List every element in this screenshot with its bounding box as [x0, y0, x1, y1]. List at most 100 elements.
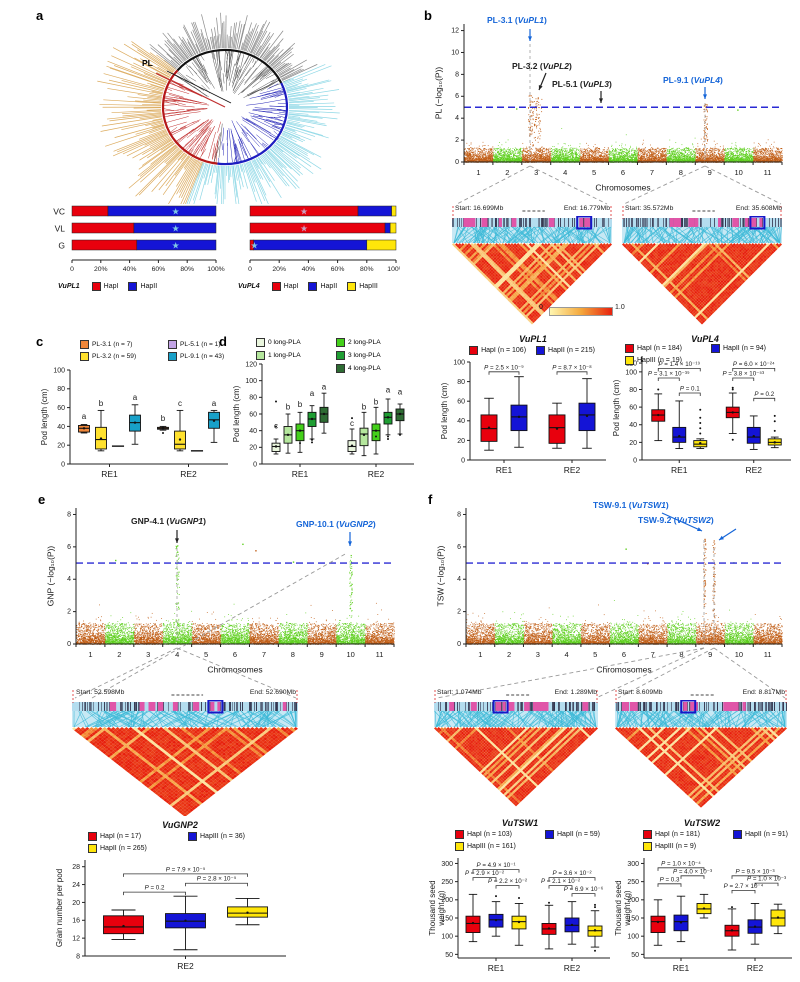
svg-text:100: 100	[625, 369, 637, 376]
vupl1-gene-label: VuPL1	[58, 283, 80, 290]
legend-swatch	[256, 338, 265, 347]
legend-item: 1 long-PLA	[256, 351, 301, 360]
svg-text:80%: 80%	[360, 266, 374, 273]
svg-text:weight (g): weight (g)	[437, 890, 446, 926]
svg-text:P = 2.9 × 10⁻²: P = 2.9 × 10⁻²	[465, 870, 504, 877]
ld-end-label: End: 52.690Mb	[249, 689, 296, 696]
ld-end-label: End: 35.608Mb	[735, 205, 782, 212]
svg-text:12: 12	[72, 936, 80, 943]
legend-swatch	[128, 282, 138, 291]
svg-text:16: 16	[72, 918, 80, 925]
annotation-pl-5-1: PL-5.1 (VuPL3)	[552, 79, 612, 89]
legend-label: HapI (n = 106)	[481, 347, 527, 354]
annotation-gnp-4-1: GNP-4.1 (VuGNP1)	[131, 516, 206, 526]
haplotype-stacked-bars: ★ VC ★ VL ★ G 0 20% 40% 60% 80% 100% ★ ★ ★ 0 20% 40% 60% 80…	[53, 205, 400, 273]
svg-text:60: 60	[457, 399, 465, 406]
legend-swatch	[336, 351, 345, 360]
legend-label: HapIII (n = 19)	[637, 357, 682, 364]
svg-text:60%: 60%	[152, 266, 166, 273]
vupl1-box-legend: HapI (n = 106) HapII (n = 215)	[452, 346, 612, 355]
svg-text:Thousand seed: Thousand seed	[428, 880, 437, 935]
svg-text:a: a	[398, 387, 403, 396]
legend-item: HapII	[308, 282, 337, 291]
svg-text:80: 80	[457, 379, 465, 386]
legend-label: HapII (n = 94)	[723, 345, 766, 352]
legend-swatch	[168, 340, 177, 349]
annotation-pl-3-2: PL-3.2 (VuPL2)	[512, 61, 572, 71]
svg-text:80: 80	[249, 395, 257, 402]
legend-swatch	[625, 356, 634, 365]
legend-item: HapIII (n = 19)	[625, 356, 703, 365]
svg-text:RE2: RE2	[180, 469, 197, 479]
legend-swatch	[469, 346, 479, 355]
vugnp2-boxplot: 8 12 16 20 24 28 RE2 P = 0.2 P = 2.8 × 10⁻⁵ P = 7…	[55, 860, 286, 971]
legend-item: HapI	[91, 282, 119, 291]
phylogenetic-tree	[60, 12, 390, 204]
legend-item: 4 long-PLA	[336, 364, 381, 373]
legend-swatch	[455, 842, 464, 851]
legend-label: PL-9.1 (n = 43)	[180, 353, 225, 360]
svg-text:Pod length (cm): Pod length (cm)	[612, 379, 621, 436]
svg-text:RE1: RE1	[673, 963, 690, 973]
legend-item: 2 long-PLA	[336, 338, 381, 347]
svg-text:a: a	[82, 412, 87, 421]
svg-text:RE2: RE2	[177, 961, 194, 971]
svg-text:28: 28	[72, 864, 80, 871]
ld-heatmap-vupl4	[622, 216, 782, 336]
legend-label: HapI	[103, 283, 119, 290]
svg-text:VL: VL	[55, 224, 66, 234]
legend-item: PL-3.2 (n = 59)	[80, 352, 160, 361]
svg-text:G: G	[58, 241, 65, 251]
svg-text:50: 50	[445, 952, 453, 959]
svg-text:250: 250	[441, 879, 453, 886]
svg-text:P = 1.0 × 10⁻³: P = 1.0 × 10⁻³	[747, 876, 786, 883]
vutsw2-box-title: VuTSW2	[683, 818, 721, 828]
vupl1-hap-legend: HapI HapII	[91, 282, 157, 291]
panel-c-label: c	[36, 334, 44, 349]
svg-text:c: c	[350, 419, 354, 428]
legend-item: PL-5.1 (n = 1)	[168, 340, 248, 349]
legend-label: HapIII (n = 9)	[655, 843, 697, 850]
annotation-tsw-9-2: TSW-9.2 (VuTSW2)	[638, 515, 714, 525]
vupl4-boxplot: 020406080100110RE1P = 1.4 × 10⁻¹⁹P = 3.1…	[612, 356, 791, 475]
annotation-gnp-10-1: GNP-10.1 (VuGNP2)	[296, 519, 376, 529]
legend-label: 4 long-PLA	[348, 365, 381, 372]
svg-text:a: a	[212, 399, 217, 408]
svg-text:100: 100	[441, 934, 453, 941]
legend-swatch	[91, 282, 101, 291]
svg-text:40: 40	[57, 424, 65, 431]
legend-swatch	[308, 282, 318, 291]
svg-text:weight (g): weight (g)	[623, 890, 632, 926]
svg-text:20%: 20%	[272, 266, 286, 273]
legend-item: HapIII (n = 161)	[455, 842, 537, 851]
svg-text:P = 4.0 × 10⁻³: P = 4.0 × 10⁻³	[673, 868, 712, 875]
legend-label: HapII	[320, 283, 338, 290]
svg-text:120: 120	[245, 361, 257, 368]
svg-text:40%: 40%	[123, 266, 137, 273]
legend-item: HapIII	[347, 282, 378, 291]
svg-text:100: 100	[627, 934, 639, 941]
pl-manhattan-plot	[430, 14, 790, 202]
svg-text:80: 80	[57, 386, 65, 393]
svg-text:P = 0.2: P = 0.2	[754, 391, 774, 398]
legend-swatch	[188, 832, 197, 841]
svg-text:b: b	[298, 400, 303, 409]
ld-start-label: Start: 52.598Mb	[76, 689, 125, 696]
vupl4-box-title: VuPL4	[691, 334, 719, 344]
svg-text:P = 3.6 × 10⁻²: P = 3.6 × 10⁻²	[552, 870, 591, 877]
svg-text:b: b	[161, 414, 166, 423]
legend-item: HapI (n = 103)	[455, 830, 537, 839]
svg-text:P = 0.3: P = 0.3	[660, 876, 680, 883]
svg-text:a: a	[133, 393, 138, 402]
annotation-tsw-9-1: TSW-9.1 (VuTSW1)	[593, 500, 669, 510]
legend-swatch	[711, 344, 720, 353]
legend-item: HapI (n = 184)	[625, 344, 703, 353]
svg-text:P = 2.8 × 10⁻⁵: P = 2.8 × 10⁻⁵	[197, 876, 237, 883]
legend-swatch	[455, 830, 464, 839]
legend-swatch	[545, 830, 554, 839]
tree-pl-label: PL	[142, 58, 153, 68]
legend-item: HapII (n = 265)	[88, 844, 180, 853]
svg-text:★: ★	[172, 207, 180, 217]
svg-text:40%: 40%	[302, 266, 316, 273]
